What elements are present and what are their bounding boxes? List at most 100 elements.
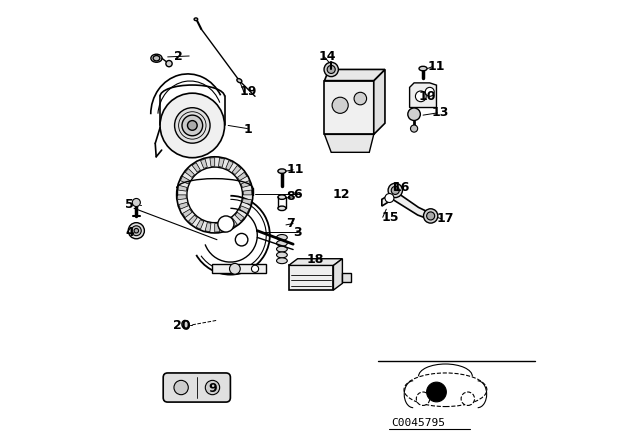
Polygon shape bbox=[237, 172, 247, 181]
Polygon shape bbox=[410, 83, 436, 108]
Circle shape bbox=[461, 392, 475, 405]
Bar bbox=[289, 265, 333, 290]
Polygon shape bbox=[178, 185, 187, 191]
Ellipse shape bbox=[278, 195, 286, 199]
Ellipse shape bbox=[278, 169, 286, 173]
Text: 4: 4 bbox=[125, 225, 134, 239]
Ellipse shape bbox=[404, 373, 487, 407]
Circle shape bbox=[174, 380, 188, 395]
Polygon shape bbox=[185, 168, 195, 177]
Text: 7: 7 bbox=[287, 217, 295, 230]
Circle shape bbox=[131, 226, 141, 236]
Circle shape bbox=[415, 91, 426, 102]
Text: 11: 11 bbox=[428, 60, 445, 73]
Circle shape bbox=[388, 183, 403, 198]
Circle shape bbox=[182, 115, 203, 136]
Circle shape bbox=[128, 223, 145, 239]
Ellipse shape bbox=[151, 54, 162, 62]
Polygon shape bbox=[192, 163, 200, 172]
Ellipse shape bbox=[276, 246, 287, 252]
Circle shape bbox=[416, 392, 430, 405]
Circle shape bbox=[427, 382, 446, 402]
Polygon shape bbox=[289, 258, 342, 265]
Polygon shape bbox=[239, 206, 249, 214]
Polygon shape bbox=[324, 69, 385, 81]
Circle shape bbox=[160, 93, 225, 158]
Circle shape bbox=[354, 92, 367, 105]
Text: 20: 20 bbox=[173, 319, 191, 332]
Ellipse shape bbox=[276, 235, 287, 240]
Polygon shape bbox=[218, 158, 225, 167]
Circle shape bbox=[332, 97, 348, 113]
Text: 10: 10 bbox=[419, 90, 436, 103]
Text: 13: 13 bbox=[432, 106, 449, 120]
Circle shape bbox=[424, 209, 438, 223]
Polygon shape bbox=[200, 159, 207, 168]
FancyBboxPatch shape bbox=[163, 373, 230, 402]
Text: 8: 8 bbox=[287, 190, 295, 203]
Text: 12: 12 bbox=[332, 188, 349, 202]
Text: 6: 6 bbox=[293, 188, 301, 202]
Circle shape bbox=[166, 60, 172, 67]
Ellipse shape bbox=[276, 258, 287, 263]
Text: 3: 3 bbox=[293, 226, 301, 240]
Polygon shape bbox=[222, 221, 229, 231]
Circle shape bbox=[132, 198, 140, 207]
Text: 9: 9 bbox=[208, 382, 216, 395]
Text: 11: 11 bbox=[287, 163, 304, 177]
Circle shape bbox=[236, 233, 248, 246]
Polygon shape bbox=[180, 177, 190, 184]
Polygon shape bbox=[215, 223, 220, 232]
Circle shape bbox=[427, 212, 435, 220]
Ellipse shape bbox=[278, 206, 286, 211]
Polygon shape bbox=[243, 190, 252, 195]
Text: 19: 19 bbox=[239, 85, 257, 99]
Polygon shape bbox=[226, 160, 234, 170]
Polygon shape bbox=[333, 258, 342, 290]
Text: 5: 5 bbox=[125, 198, 134, 211]
Circle shape bbox=[218, 216, 234, 232]
Ellipse shape bbox=[419, 66, 427, 71]
Text: 17: 17 bbox=[436, 212, 454, 225]
Polygon shape bbox=[232, 165, 241, 175]
Polygon shape bbox=[205, 223, 211, 232]
Circle shape bbox=[134, 228, 139, 233]
Polygon shape bbox=[229, 218, 237, 227]
Text: 14: 14 bbox=[319, 49, 336, 63]
Text: 18: 18 bbox=[306, 253, 323, 267]
Polygon shape bbox=[342, 273, 351, 282]
Polygon shape bbox=[196, 220, 204, 229]
Polygon shape bbox=[179, 202, 188, 209]
Polygon shape bbox=[324, 134, 374, 152]
Text: 16: 16 bbox=[392, 181, 410, 194]
Polygon shape bbox=[241, 181, 251, 187]
Polygon shape bbox=[182, 209, 192, 218]
Ellipse shape bbox=[237, 78, 242, 83]
Circle shape bbox=[252, 265, 259, 272]
Circle shape bbox=[385, 194, 394, 202]
Circle shape bbox=[425, 87, 435, 96]
Polygon shape bbox=[324, 81, 374, 134]
Circle shape bbox=[410, 125, 418, 132]
Text: C0045795: C0045795 bbox=[392, 418, 445, 428]
Ellipse shape bbox=[153, 56, 160, 61]
Circle shape bbox=[391, 186, 399, 194]
Polygon shape bbox=[188, 215, 197, 224]
Circle shape bbox=[230, 263, 240, 274]
Circle shape bbox=[187, 167, 243, 223]
Polygon shape bbox=[212, 264, 266, 273]
Circle shape bbox=[324, 62, 339, 77]
Circle shape bbox=[177, 157, 253, 233]
Circle shape bbox=[175, 108, 210, 143]
Circle shape bbox=[408, 108, 420, 121]
Polygon shape bbox=[382, 191, 430, 220]
Ellipse shape bbox=[194, 18, 198, 21]
Polygon shape bbox=[177, 195, 186, 200]
Circle shape bbox=[188, 121, 197, 130]
Polygon shape bbox=[210, 158, 215, 167]
Ellipse shape bbox=[276, 252, 287, 258]
Text: 2: 2 bbox=[174, 49, 183, 63]
Ellipse shape bbox=[276, 240, 287, 246]
Polygon shape bbox=[235, 212, 244, 221]
Text: 15: 15 bbox=[382, 211, 399, 224]
